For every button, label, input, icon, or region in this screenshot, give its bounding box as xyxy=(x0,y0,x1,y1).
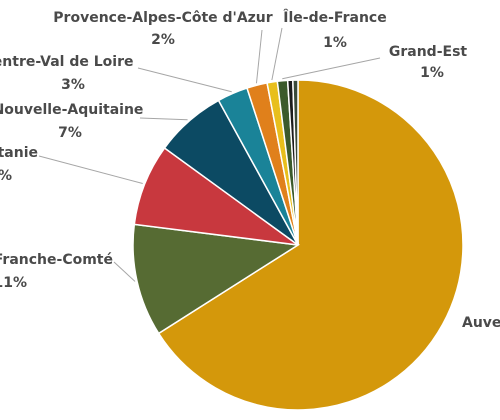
leader-line xyxy=(255,29,263,84)
slice-label: Bourgogne-Franche-Comté xyxy=(0,252,113,268)
slice-value-label: 2% xyxy=(151,32,175,48)
slice-value-label: 1% xyxy=(420,65,444,81)
slice-value-label: 7% xyxy=(58,125,82,141)
leader-line xyxy=(271,27,283,81)
pie-slice xyxy=(132,223,301,335)
pie-slice xyxy=(292,79,299,246)
slice-value-label: 3% xyxy=(61,77,85,93)
slice-label: Île-de-France xyxy=(283,9,386,26)
pie-slice xyxy=(157,79,464,411)
leader-line xyxy=(139,117,188,121)
slice-label: Provence-Alpes-Côte d'Azur xyxy=(53,10,272,26)
slice-value-label: 11% xyxy=(0,275,27,291)
slice-label: Nouvelle-Aquitaine xyxy=(0,102,143,118)
leader-line xyxy=(137,67,232,93)
slice-value-label: 8% xyxy=(0,168,12,184)
leader-line xyxy=(38,155,143,185)
slice-label: Auvergne-Rhône-Alpes xyxy=(462,315,500,331)
slice-label: Centre-Val de Loire xyxy=(0,54,133,70)
slice-label: Occitanie xyxy=(0,145,38,161)
slice-label: Grand-Est xyxy=(389,44,468,60)
leader-line xyxy=(113,261,136,282)
slice-value-label: 1% xyxy=(323,35,347,51)
leader-line xyxy=(282,57,381,80)
